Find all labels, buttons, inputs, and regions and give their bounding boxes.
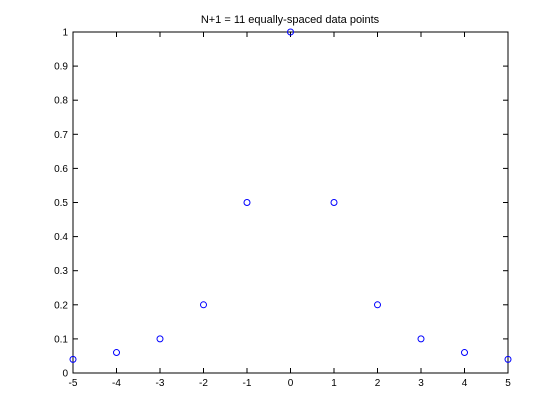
chart-title: N+1 = 11 equally-spaced data points	[201, 14, 380, 26]
data-point-marker	[417, 335, 425, 343]
y-tick-label: 0.1	[54, 334, 68, 345]
x-tick-label: -2	[199, 378, 208, 389]
x-tick-label: -5	[69, 378, 78, 389]
y-tick-label: 0.3	[54, 266, 68, 277]
y-tick-label: 0	[62, 369, 68, 380]
data-point-marker	[504, 355, 512, 363]
data-point-marker	[156, 335, 164, 343]
x-tick-label: 3	[418, 378, 424, 389]
data-point-marker	[461, 349, 468, 357]
data-point-marker	[374, 301, 381, 309]
y-tick-label: 0.7	[54, 130, 68, 141]
y-tick-label: 0.9	[54, 62, 68, 73]
x-tick-label: 2	[375, 378, 381, 389]
data-point-marker	[330, 199, 338, 206]
y-tick-label: 0.5	[54, 198, 68, 209]
x-tick-label: 0	[288, 378, 294, 389]
x-axis-ticks: -5 -4 -3 -2 -1 0 1 2 3 4 5	[69, 32, 511, 389]
y-axis-ticks: 0 0.1 0.2 0.3 0.4 0.5 0.6 0.7 0.8 0.9 1	[54, 28, 508, 380]
y-tick-label: 0.4	[54, 232, 68, 243]
data-point-marker	[243, 199, 251, 206]
x-tick-label: -4	[112, 378, 121, 389]
data-point-marker	[113, 349, 120, 357]
x-tick-label: 1	[331, 378, 337, 389]
data-point-marker	[287, 28, 294, 36]
x-tick-label: -3	[156, 378, 165, 389]
x-tick-label: -1	[243, 378, 252, 389]
y-tick-label: 0.8	[54, 96, 68, 107]
data-point-marker	[69, 355, 77, 363]
data-point-marker	[200, 301, 207, 309]
plot-area-frame	[72, 31, 509, 374]
y-tick-label: 0.2	[54, 300, 68, 311]
x-tick-label: 5	[505, 378, 511, 389]
y-tick-label: 0.6	[54, 164, 68, 175]
scatter-points	[69, 28, 512, 363]
x-tick-label: 4	[462, 378, 468, 389]
y-tick-label: 1	[62, 28, 68, 39]
